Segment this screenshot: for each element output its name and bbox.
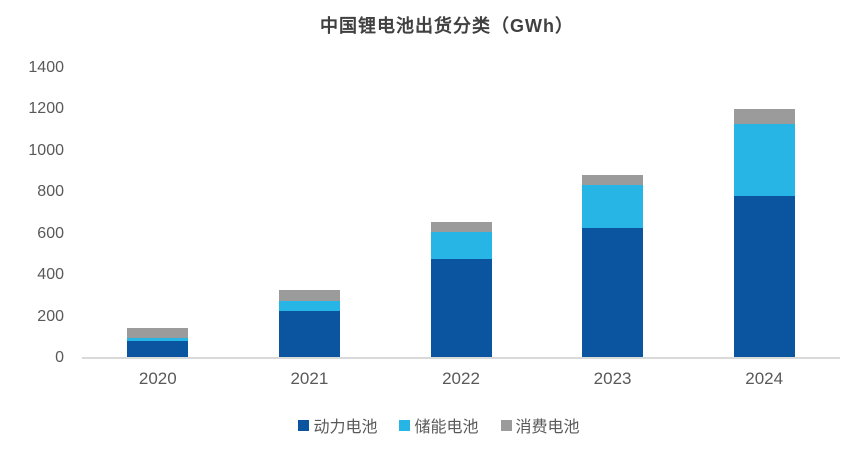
bar-segment-储能电池-2024: [733, 123, 795, 197]
x-axis-tick-label: 2022: [442, 369, 480, 388]
plot-area: [82, 68, 840, 358]
legend-item-储能电池: 储能电池: [399, 413, 479, 437]
y-axis-tick-label: 1400: [28, 59, 64, 76]
legend-label: 动力电池: [313, 419, 378, 436]
bar-segment-消费电池-2020: [127, 328, 189, 339]
legend: 动力电池 储能电池 消费电池: [60, 413, 818, 437]
y-axis-tick-label: 800: [37, 183, 64, 201]
y-axis-tick-label: 200: [37, 307, 64, 325]
legend-item-动力电池: 动力电池: [298, 413, 377, 437]
legend-item-消费电池: 消费电池: [500, 413, 580, 437]
bar-segment-动力电池-2021: [278, 311, 340, 358]
legend-swatch-icon: [298, 419, 310, 431]
x-axis-tick-label: 2023: [593, 369, 632, 388]
y-axis-tick-label: 1000: [28, 141, 64, 159]
bar-segment-消费电池-2024: [733, 109, 795, 124]
y-axis-tick-label: 400: [37, 266, 64, 284]
legend-swatch-icon: [500, 419, 512, 431]
x-axis-line: [82, 357, 840, 359]
y-axis-tick-label: 1200: [28, 100, 64, 118]
x-axis-tick-label: 2021: [290, 369, 329, 388]
bar-segment-动力电池-2023: [582, 227, 644, 358]
bar-segment-动力电池-2020: [127, 341, 189, 358]
legend-label: 储能电池: [414, 419, 479, 436]
bar-segment-消费电池-2021: [278, 290, 340, 302]
bar-segment-动力电池-2024: [733, 196, 795, 358]
bar-segment-储能电池-2022: [430, 231, 492, 259]
bar-segment-储能电池-2021: [278, 301, 340, 312]
bar-segment-消费电池-2022: [430, 222, 492, 232]
x-axis-tick-label: 2024: [745, 369, 784, 388]
bar-segment-动力电池-2022: [430, 258, 492, 358]
x-axis-tick-label: 2020: [138, 369, 177, 388]
bar-segment-储能电池-2023: [582, 184, 644, 228]
legend-swatch-icon: [399, 419, 411, 431]
bar-segment-储能电池-2020: [127, 338, 189, 342]
chart-title: 中国锂电池出货分类（GWh）: [320, 16, 574, 36]
y-axis-tick-label: 600: [37, 224, 64, 242]
bar-segment-消费电池-2023: [582, 174, 644, 185]
legend-label: 消费电池: [515, 419, 580, 436]
y-axis-tick-label: 0: [55, 349, 64, 366]
